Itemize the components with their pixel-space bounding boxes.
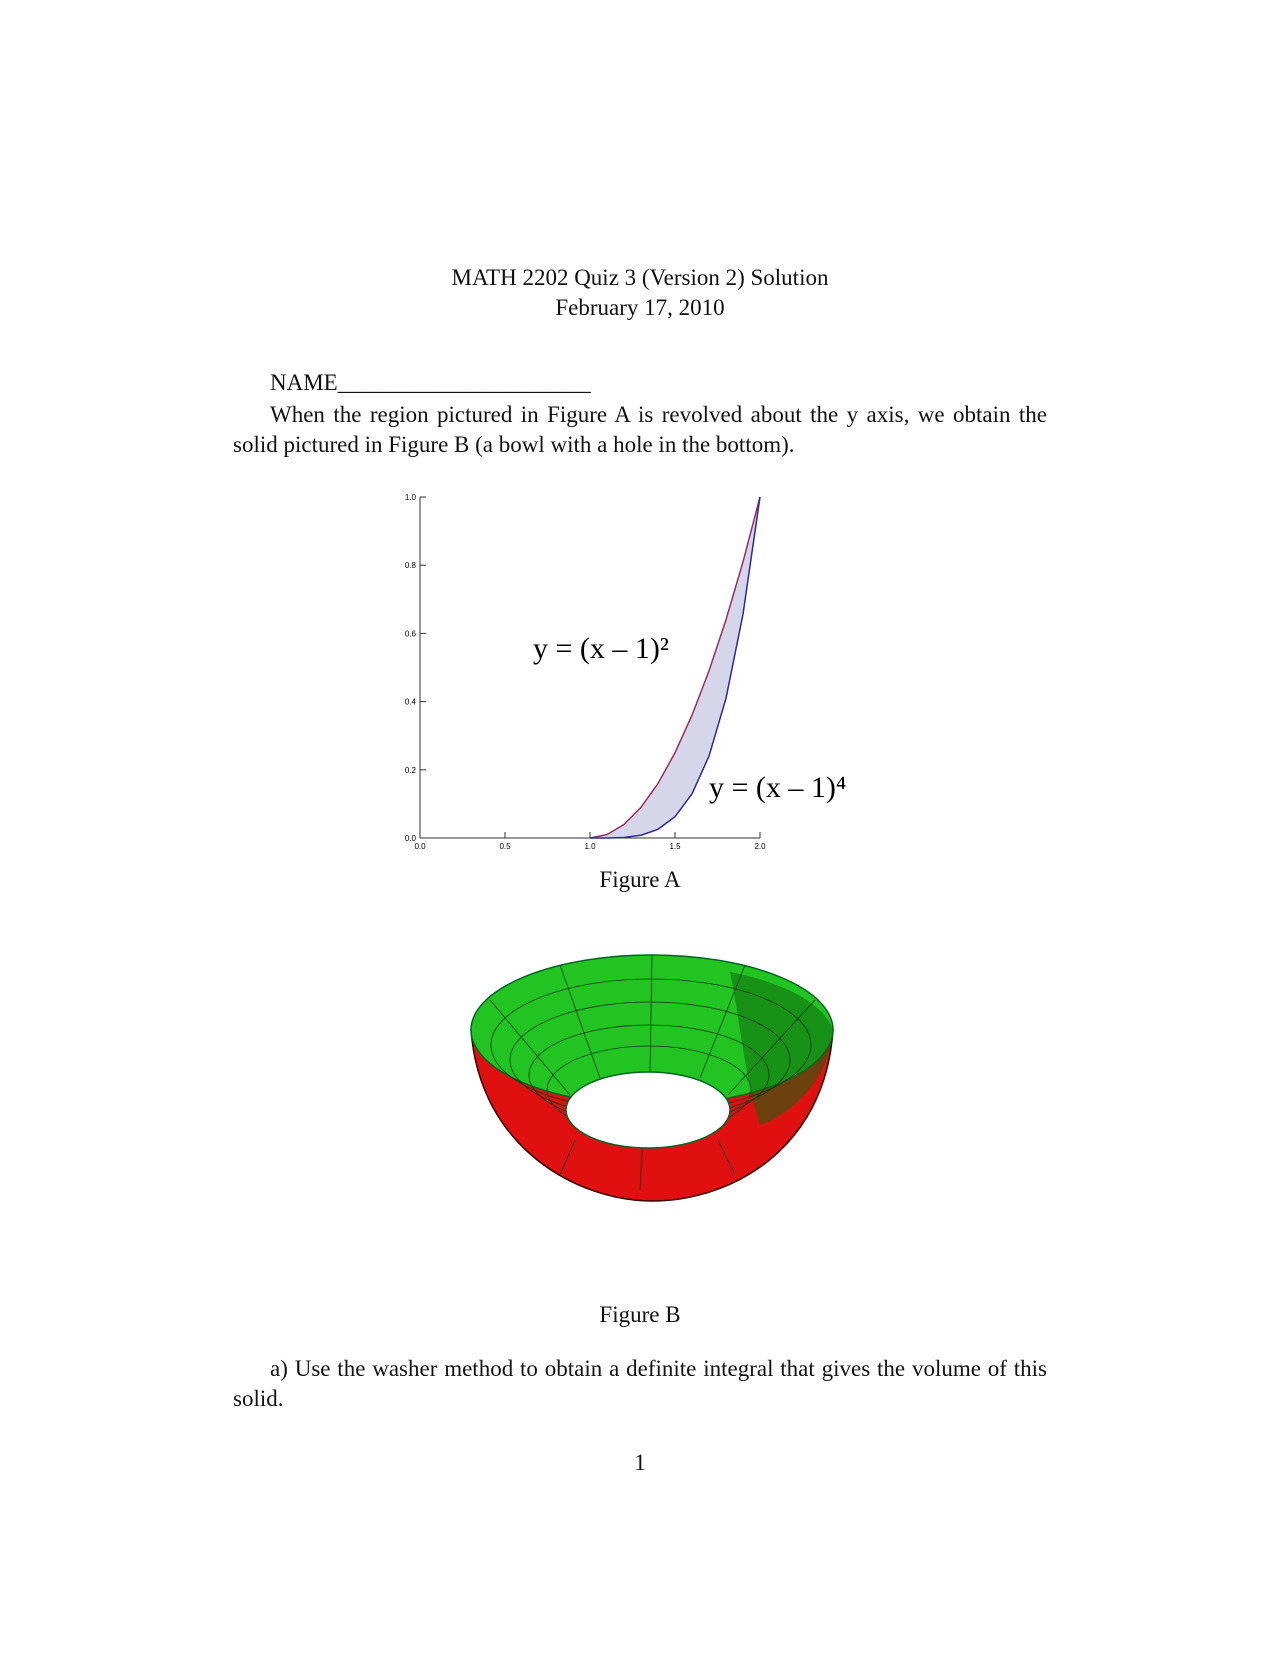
y-tick-label: 0.8 xyxy=(405,561,417,570)
region-fill xyxy=(590,497,760,838)
y-tick-label: 0.4 xyxy=(405,698,417,707)
date: February 17, 2010 xyxy=(555,295,725,320)
y-tick-label: 0.0 xyxy=(405,834,417,843)
paragraph: When the region pictured in Figure A is … xyxy=(233,402,1047,457)
y-tick-label: 0.6 xyxy=(405,629,417,638)
figure-b-caption: Figure B xyxy=(599,1302,681,1327)
figure-a-caption: Figure A xyxy=(599,867,681,892)
x-tick-label: 1.0 xyxy=(584,842,596,851)
title: MATH 2202 Quiz 3 (Version 2) Solution xyxy=(451,265,829,290)
x-tick-label: 0.0 xyxy=(414,842,426,851)
curve xyxy=(589,496,761,839)
curve xyxy=(589,496,761,839)
curve-label: y = (x – 1)⁴ xyxy=(709,771,846,804)
y-tick-label: 0.2 xyxy=(405,766,417,775)
page-number: 1 xyxy=(634,1450,646,1475)
curve-label: y = (x – 1)² xyxy=(533,632,669,665)
x-tick-label: 1.5 xyxy=(669,842,681,851)
x-tick-label: 0.5 xyxy=(499,842,511,851)
question: a) Use the washer method to obtain a def… xyxy=(233,1356,1047,1411)
y-tick-label: 1.0 xyxy=(405,493,417,502)
name-field: NAME______________________ xyxy=(270,370,591,395)
x-tick-label: 2.0 xyxy=(754,842,766,851)
